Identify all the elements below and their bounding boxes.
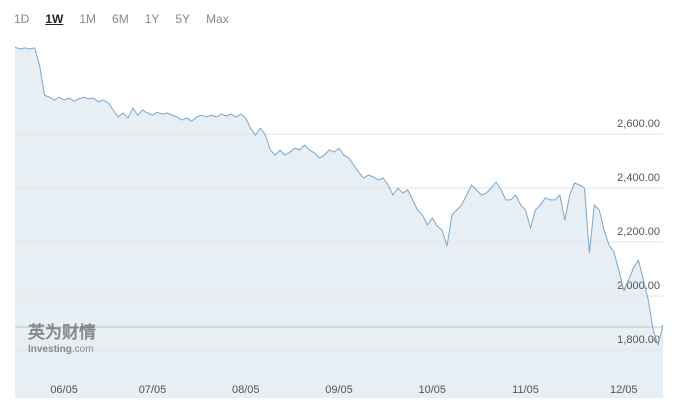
y-tick-label: 2,600.00 (617, 118, 660, 130)
y-tick-label: 2,200.00 (617, 226, 660, 238)
x-tick-label: 11/05 (512, 384, 539, 396)
range-tab[interactable]: 5Y (175, 12, 191, 26)
range-tabs: 1D 1W 1M 6M 1Y 5Y Max (6, 12, 237, 26)
y-tick-label: 2,400.00 (617, 172, 660, 184)
x-tick-label: 07/05 (139, 384, 167, 396)
x-tick-label: 09/05 (325, 384, 353, 396)
area-fill (15, 47, 663, 398)
watermark: 英为财情 Investing.com (28, 322, 96, 355)
watermark-site: Investing.com (28, 344, 94, 355)
price-line (14, 46, 664, 347)
watermark-site-name: Investing (28, 344, 72, 355)
range-tab[interactable]: 6M (112, 12, 129, 26)
range-tab[interactable]: 1M (79, 12, 97, 26)
watermark-brand: 英为财情 (28, 322, 96, 342)
range-tab[interactable]: Max (206, 12, 229, 26)
range-tab[interactable]: 1Y (144, 12, 160, 26)
x-tick-label: 06/05 (50, 384, 78, 396)
range-tab[interactable]: 1D (14, 12, 30, 26)
x-tick-label: 08/05 (232, 384, 260, 396)
y-tick-label: 1,800.00 (617, 334, 660, 346)
x-tick-label: 12/05 (610, 384, 638, 396)
watermark-suffix: .com (72, 344, 94, 355)
range-tab[interactable]: 1W (45, 12, 64, 26)
x-tick-label: 10/05 (419, 384, 447, 396)
y-tick-label: 2,000.00 (617, 280, 660, 292)
plot-background (15, 42, 663, 398)
